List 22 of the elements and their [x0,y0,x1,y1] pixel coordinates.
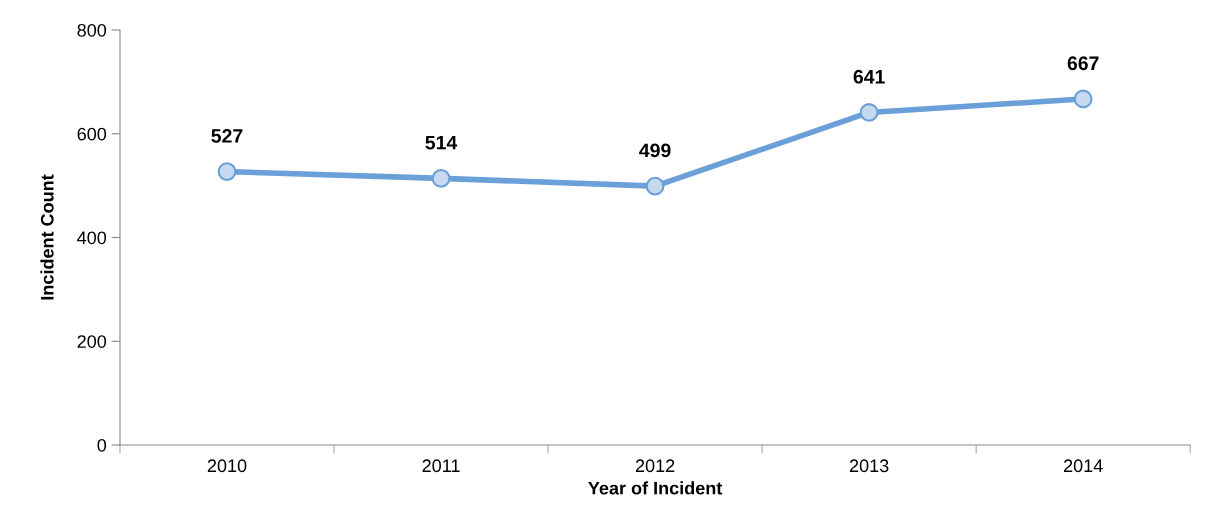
y-tick-label: 800 [77,23,107,37]
point [859,103,879,122]
x-tick-label: 2010 [207,459,247,473]
point [431,168,451,188]
y-axis-title: Incident Count [40,174,54,300]
data-label: 641 [853,69,885,84]
x-tick-label: 2013 [849,459,889,473]
x-tick-label: 2011 [422,459,460,473]
x-axis-title: Year of Incident [588,481,723,495]
data-label: 499 [639,143,671,158]
point [1073,89,1093,109]
data-label: 527 [211,128,243,143]
x-tick-label: 2012 [635,459,675,473]
point [217,162,237,181]
y-tick-label: 200 [77,335,107,348]
y-tick-label: 400 [77,231,107,245]
x-tick-label: 2014 [1063,459,1103,473]
y-tick-label: 0 [97,438,107,452]
data-label: 514 [425,135,458,150]
data-label: 667 [1067,56,1099,71]
point [645,176,665,196]
y-tick-label: 600 [77,127,107,141]
